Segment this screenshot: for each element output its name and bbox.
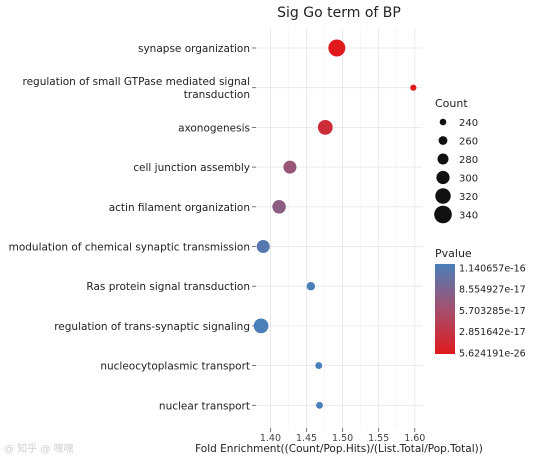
size-legend: 240 260 280 300 320 340 xyxy=(434,118,478,224)
y-axis-ticks xyxy=(252,47,256,406)
color-legend-label: 2.851642e-17 xyxy=(459,327,526,338)
y-tick-label: actin filament organization xyxy=(109,202,250,214)
data-point xyxy=(272,200,286,214)
chart-title: Sig Go term of BP xyxy=(277,5,401,21)
x-tick-label: 1.45 xyxy=(296,433,317,444)
y-tick-label: cell junction assembly xyxy=(133,162,250,174)
data-point xyxy=(317,120,333,135)
y-tick-label: Ras protein signal transduction xyxy=(86,281,250,293)
y-tick-label: nucleocytoplasmic transport xyxy=(100,361,250,373)
y-tick-label: synapse organization xyxy=(138,43,250,55)
y-tick-label: modulation of chemical synaptic transmis… xyxy=(9,242,250,254)
size-legend-label: 240 xyxy=(459,118,478,129)
data-points xyxy=(253,39,417,409)
color-legend-label: 5.624191e-26 xyxy=(459,348,526,359)
data-point xyxy=(316,401,323,409)
size-legend-label: 280 xyxy=(459,155,478,166)
data-point xyxy=(410,84,417,91)
data-point xyxy=(283,160,297,174)
size-legend-key xyxy=(438,136,448,145)
color-legend-title: Pvalue xyxy=(435,247,472,260)
color-legend-label: 1.140657e-16 xyxy=(459,264,526,275)
watermark: @ 知乎 @ 嘿嘿 xyxy=(4,442,74,455)
size-legend-key xyxy=(435,188,451,204)
color-legend-label: 5.703285e-17 xyxy=(459,306,526,317)
x-axis-ticks: 1.40 1.45 1.50 1.55 1.60 xyxy=(260,428,425,444)
data-point xyxy=(315,362,323,370)
data-point xyxy=(306,281,316,291)
size-legend-key xyxy=(439,118,447,126)
size-legend-key xyxy=(436,170,450,185)
color-legend-labels: 1.140657e-16 8.554927e-17 5.703285e-17 2.85… xyxy=(455,264,526,359)
data-point xyxy=(328,39,346,57)
y-tick-label: axonogenesis xyxy=(178,122,250,134)
x-axis-title: Fold Enrichment((Count/Pop.Hits)/(List.T… xyxy=(195,443,483,455)
y-tick-label: regulation of trans-synaptic signaling xyxy=(54,321,250,333)
y-axis-labels: synapse organization regulation of small … xyxy=(9,43,250,412)
data-point xyxy=(253,318,269,334)
x-tick-label: 1.55 xyxy=(368,433,389,444)
size-legend-label: 340 xyxy=(459,211,478,222)
y-tick-label: regulation of small GTPase mediated sign… xyxy=(22,76,250,101)
x-tick-label: 1.40 xyxy=(260,433,281,444)
y-tick-label: nuclear transport xyxy=(159,400,250,412)
size-legend-label: 300 xyxy=(459,174,478,185)
size-legend-key xyxy=(437,153,449,165)
size-legend-label: 320 xyxy=(459,192,478,203)
size-legend-key xyxy=(434,205,452,224)
color-legend-bar xyxy=(435,264,455,354)
x-tick-label: 1.60 xyxy=(404,433,425,444)
x-tick-label: 1.50 xyxy=(332,433,353,444)
plot-panel xyxy=(256,28,422,428)
size-legend-title: Count xyxy=(435,97,468,110)
data-point xyxy=(256,239,270,254)
color-legend-label: 8.554927e-17 xyxy=(459,285,526,296)
size-legend-label: 260 xyxy=(459,137,478,148)
